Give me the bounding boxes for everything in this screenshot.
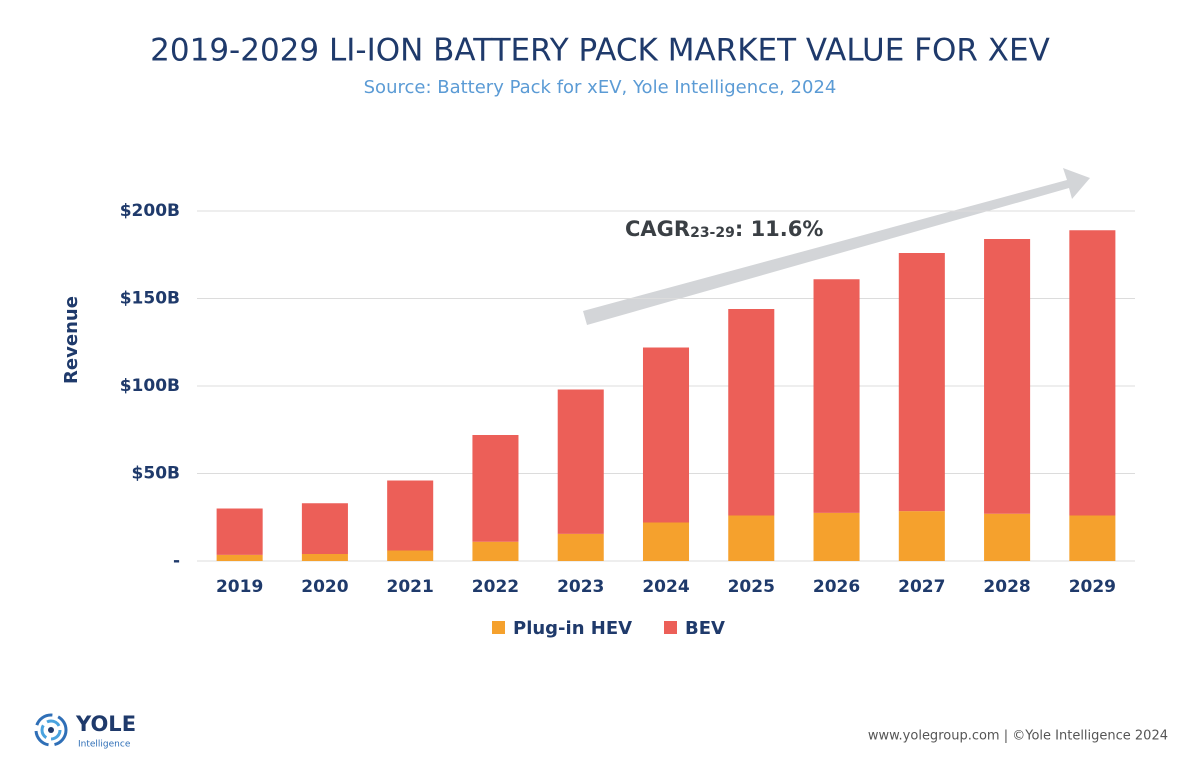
x-tick-label: 2023 <box>557 577 604 597</box>
y-axis-label: Revenue <box>61 296 82 384</box>
legend-swatch <box>664 621 677 634</box>
legend-swatch <box>492 621 505 634</box>
x-tick-label: 2025 <box>728 577 775 597</box>
x-tick-label: 2020 <box>301 577 348 597</box>
bar-segment <box>984 239 1031 514</box>
legend-label: BEV <box>685 618 725 639</box>
bar-segment <box>557 533 604 561</box>
bar-segment <box>557 389 604 534</box>
logo-dot <box>48 727 54 733</box>
bar-segment <box>472 435 519 542</box>
legend-label: Plug-in HEV <box>513 618 632 639</box>
bar-segment <box>472 541 519 561</box>
chart-subtitle: Source: Battery Pack for xEV, Yole Intel… <box>364 77 837 98</box>
bar-segment <box>728 309 775 516</box>
x-tick-label: 2021 <box>387 577 434 597</box>
bar-segment <box>642 347 690 523</box>
x-tick-label: 2028 <box>983 577 1030 597</box>
x-tick-label: 2029 <box>1069 577 1116 597</box>
x-tick-label: 2019 <box>216 577 263 597</box>
bar-segment <box>728 515 775 561</box>
x-tick-label: 2027 <box>898 577 945 597</box>
y-tick-label: $100B <box>120 376 180 396</box>
trend-arrow <box>583 168 1090 325</box>
cagr-subscript: 23-29 <box>690 225 735 241</box>
bar-segment <box>301 554 348 561</box>
chart-title: 2019-2029 LI-ION BATTERY PACK MARKET VAL… <box>150 33 1050 69</box>
bar-segment <box>216 508 263 555</box>
y-tick-label: $200B <box>120 201 180 221</box>
y-tick-label: $150B <box>120 289 180 309</box>
logo-ring <box>40 719 62 741</box>
x-tick-label: 2026 <box>813 577 860 597</box>
bar-segment <box>301 503 348 554</box>
bar-segment <box>387 480 434 551</box>
footer-credit: www.yolegroup.com | ©Yole Intelligence 2… <box>868 729 1168 744</box>
bar-segment <box>898 253 945 512</box>
x-tick-label: 2022 <box>472 577 519 597</box>
cagr-value: : 11.6% <box>735 217 824 241</box>
cagr-annotation: CAGR23-29: 11.6% <box>625 217 823 241</box>
cagr-text: CAGR <box>625 217 690 241</box>
y-tick-label: - <box>173 551 180 571</box>
bar-segment <box>642 522 690 561</box>
logo <box>34 713 68 747</box>
bar-segment <box>387 550 434 561</box>
logo-ring <box>34 713 68 747</box>
logo-text: YOLE <box>75 712 136 736</box>
bar-segment <box>813 279 860 513</box>
logo-subtext: Intelligence <box>78 740 131 750</box>
bar-segment <box>813 512 860 561</box>
bar-segment <box>1069 515 1116 561</box>
bar-segment <box>898 511 945 561</box>
bar-segment <box>984 513 1031 561</box>
x-tick-label: 2024 <box>642 577 689 597</box>
bar-segment <box>1069 230 1116 516</box>
y-tick-label: $50B <box>132 464 180 484</box>
bar-segment <box>216 554 263 561</box>
